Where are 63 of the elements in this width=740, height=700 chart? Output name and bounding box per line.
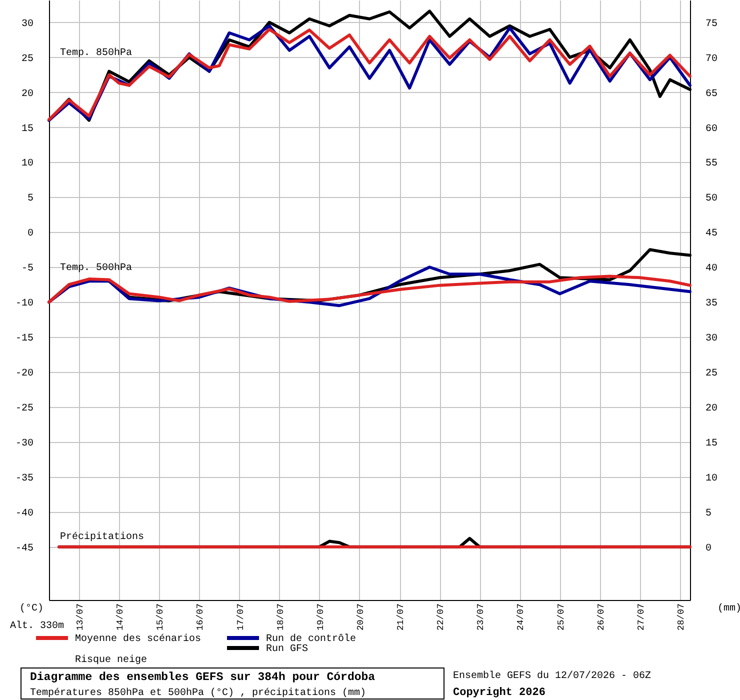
x-tick-label: 21/07	[396, 604, 406, 631]
legend-label: Run GFS	[266, 644, 308, 655]
x-tick-label: 16/07	[196, 604, 206, 631]
y2-axis-title: (mm)	[718, 602, 740, 614]
y2-tick-label: 65	[706, 88, 718, 100]
y2-tick-label: 75	[706, 18, 718, 30]
y-tick-label: 30	[21, 18, 34, 30]
annotation: Temp. 500hPa	[60, 262, 132, 274]
x-tick-label: 20/07	[356, 604, 366, 631]
y-tick-label: -45	[15, 543, 34, 554]
y2-tick-label: 5	[706, 508, 712, 520]
y-tick-label: -10	[15, 298, 34, 310]
y2-tick-label: 15	[706, 438, 718, 450]
annotation: Temp. 850hPa	[60, 47, 132, 59]
y2-tick-label: 40	[706, 264, 718, 275]
y2-tick-label: 10	[706, 473, 718, 484]
legend-label: Moyenne des scénarios	[75, 633, 202, 645]
x-tick-label: 13/07	[76, 604, 86, 631]
y-tick-label: -5	[21, 264, 34, 275]
y2-tick-label: 0	[706, 543, 712, 554]
text: Risque neige	[75, 654, 148, 666]
text: Alt. 330m	[10, 620, 64, 632]
y2-tick-label: 25	[706, 368, 718, 380]
x-tick-label: 18/07	[276, 604, 286, 631]
y-tick-label: 15	[21, 124, 34, 135]
text: Températures 850hPa et 500hPa (°C) , précipitations (mm)	[30, 687, 366, 699]
y-tick-label: 25	[21, 54, 34, 65]
y-tick-label: 5	[27, 194, 34, 205]
text: Ensemble GEFS du 12/07/2026 - 06Z	[453, 670, 652, 682]
y-tick-label: -25	[15, 403, 34, 414]
x-tick-label: 28/07	[676, 604, 686, 631]
y2-tick-label: 60	[706, 124, 718, 135]
x-tick-label: 26/07	[596, 604, 606, 631]
x-tick-label: 25/07	[556, 604, 566, 631]
y-tick-label: -35	[15, 473, 34, 484]
x-tick-label: 15/07	[156, 604, 166, 631]
y2-tick-label: 20	[706, 403, 718, 414]
x-tick-label: 27/07	[636, 604, 646, 631]
text: Diagramme des ensembles GEFS sur 384h pour Córdoba	[30, 671, 376, 684]
legend-label: Run de contrôle	[266, 633, 356, 645]
x-tick-label: 19/07	[316, 604, 326, 631]
y-axis-title: (°C)	[19, 602, 44, 614]
y2-tick-label: 35	[706, 298, 718, 310]
x-tick-label: 17/07	[236, 604, 246, 631]
y-tick-label: 10	[21, 158, 34, 170]
x-tick-label: 24/07	[516, 604, 526, 631]
x-tick-label: 22/07	[436, 604, 446, 631]
y2-tick-label: 50	[706, 194, 718, 205]
y-tick-label: -20	[15, 368, 34, 380]
line-series	[48, 274, 692, 304]
text: Copyright 2026	[453, 687, 546, 699]
y-tick-label: 20	[21, 88, 34, 100]
y2-tick-label: 55	[706, 158, 718, 170]
y-tick-label: 0	[27, 228, 34, 240]
x-tick-label: 23/07	[476, 604, 486, 631]
y2-tick-label: 70	[706, 54, 718, 65]
y-tick-label: -15	[15, 334, 34, 345]
annotation: Précipitations	[60, 531, 144, 543]
y-tick-label: -40	[15, 508, 34, 520]
y2-tick-label: 30	[706, 334, 718, 345]
y-tick-label: -30	[15, 438, 34, 450]
x-tick-label: 14/07	[116, 604, 126, 631]
y2-tick-label: 45	[706, 228, 718, 240]
